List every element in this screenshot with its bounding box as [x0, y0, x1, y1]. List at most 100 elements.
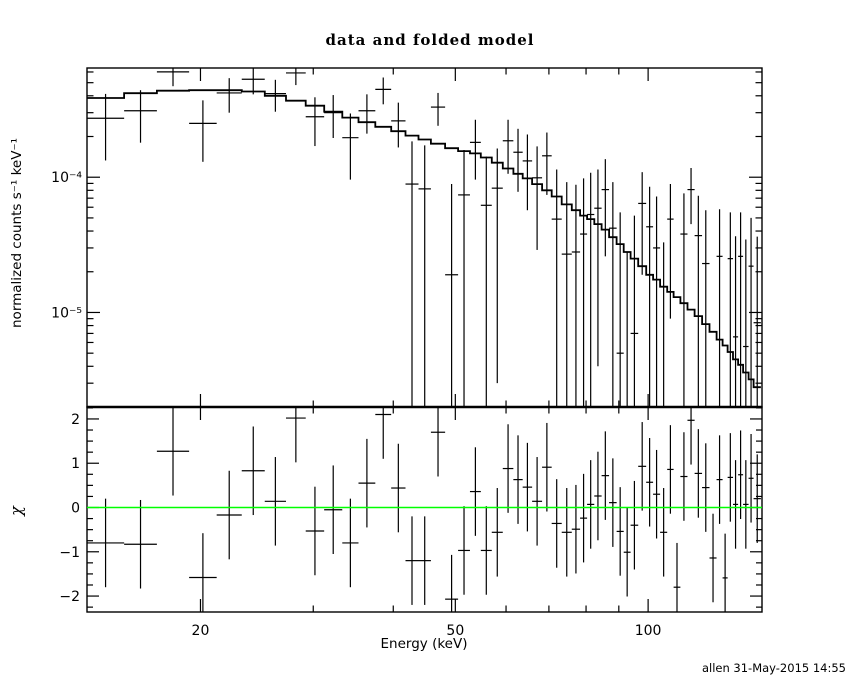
residual-cross [391, 443, 406, 533]
residual-cross [405, 516, 419, 605]
data-point-cross [87, 93, 125, 161]
residual-cross [623, 507, 631, 597]
data-point-cross [324, 95, 343, 138]
residual-cross [458, 506, 470, 595]
data-point-cross [502, 119, 514, 174]
data-point-cross [156, 68, 190, 87]
data-point-cross [630, 215, 639, 407]
data-point-cross [616, 212, 624, 407]
data-point-cross [532, 146, 543, 250]
residual-cross [653, 449, 661, 539]
residual-cross [522, 442, 533, 532]
residual-cross [87, 498, 125, 588]
data-point-cross [687, 167, 695, 225]
residual-cross [753, 454, 761, 543]
data-point-cross [638, 172, 647, 275]
data-point-cross [694, 195, 703, 407]
residual-cross [748, 434, 754, 523]
data-point-cross [458, 149, 470, 407]
y-tick-label: 2 [71, 412, 80, 428]
residual-cross [601, 431, 610, 520]
residual-data [87, 407, 761, 612]
y-tick-label: 10⁻⁴ [51, 170, 82, 186]
data-point-cross [418, 145, 431, 407]
data-point-cross [667, 184, 674, 319]
data-point-cross [609, 182, 617, 407]
data-point-cross [561, 182, 572, 407]
residual-cross [324, 465, 343, 554]
data-point-cross [216, 78, 242, 113]
top-y-tick-labels: 10⁻⁴ 10⁻⁵ [51, 170, 82, 321]
model-step-line [87, 89, 761, 389]
residual-cross [733, 460, 739, 549]
residual-cross [580, 473, 588, 563]
data-point-cross [587, 172, 595, 407]
residual-cross [587, 460, 595, 549]
x-axis-label: Energy (keV) [380, 636, 468, 652]
data-point-cross [743, 239, 749, 407]
data-point-cross [241, 68, 265, 95]
data-point-cross [513, 128, 523, 192]
timestamp-label: allen 31-May-2015 14:55 [701, 661, 846, 675]
data-point-cross [391, 102, 406, 148]
data-point-cross [580, 178, 588, 407]
residual-cross [156, 407, 190, 496]
residual-cross [594, 451, 602, 541]
residual-cross [680, 432, 688, 521]
residual-cross [264, 457, 286, 546]
y-tick-label: −1 [59, 545, 80, 561]
residual-cross [638, 422, 647, 511]
data-point-cross [594, 169, 602, 367]
data-point-cross [646, 186, 654, 407]
residual-cross [727, 433, 734, 522]
residual-cross [551, 479, 562, 568]
data-point-cross [405, 141, 419, 407]
data-point-cross [480, 156, 492, 407]
data-point-cross [738, 212, 744, 407]
residual-cross [430, 407, 446, 477]
spectrum-data [87, 68, 761, 407]
x-tick-label: 100 [635, 623, 662, 639]
residual-cross [667, 425, 674, 514]
residual-cross [630, 480, 639, 570]
residual-cross [513, 435, 523, 524]
residual-cross [702, 443, 710, 532]
data-point-cross [342, 113, 359, 180]
residual-cross [722, 533, 728, 612]
data-point-cross [189, 100, 217, 162]
residual-cross [532, 457, 543, 546]
residual-cross [646, 437, 654, 527]
residual-cross [418, 516, 431, 605]
residual-cross [285, 407, 306, 463]
residual-cross [445, 554, 459, 612]
residual-cross [616, 487, 624, 576]
data-point-cross [285, 68, 306, 86]
data-point-cross [264, 79, 286, 112]
residual-cross [342, 498, 359, 588]
residual-cross [305, 486, 325, 576]
data-point-cross [375, 77, 392, 105]
data-point-cross [542, 132, 552, 195]
data-point-cross [733, 236, 739, 407]
data-point-cross [445, 184, 459, 407]
residual-cross [241, 426, 265, 516]
x-tick-label: 20 [192, 623, 210, 639]
residual-cross [124, 499, 157, 589]
residual-cross [189, 533, 217, 612]
data-point-cross [716, 209, 723, 407]
top-y-axis-ticks [87, 71, 762, 384]
residual-cross [216, 470, 242, 560]
data-point-cross [551, 169, 562, 407]
data-point-cross [727, 212, 734, 407]
bottom-y-tick-labels: 2 1 0 −1 −2 [59, 412, 80, 605]
data-point-cross [430, 92, 446, 126]
data-point-cross [491, 148, 503, 384]
data-point-cross [653, 196, 661, 407]
data-point-cross [124, 90, 157, 143]
data-point-cross [571, 184, 581, 407]
residual-cross [571, 484, 581, 574]
residual-cross [609, 458, 617, 547]
x-tick-label: 50 [446, 623, 464, 639]
data-point-cross [601, 159, 610, 257]
